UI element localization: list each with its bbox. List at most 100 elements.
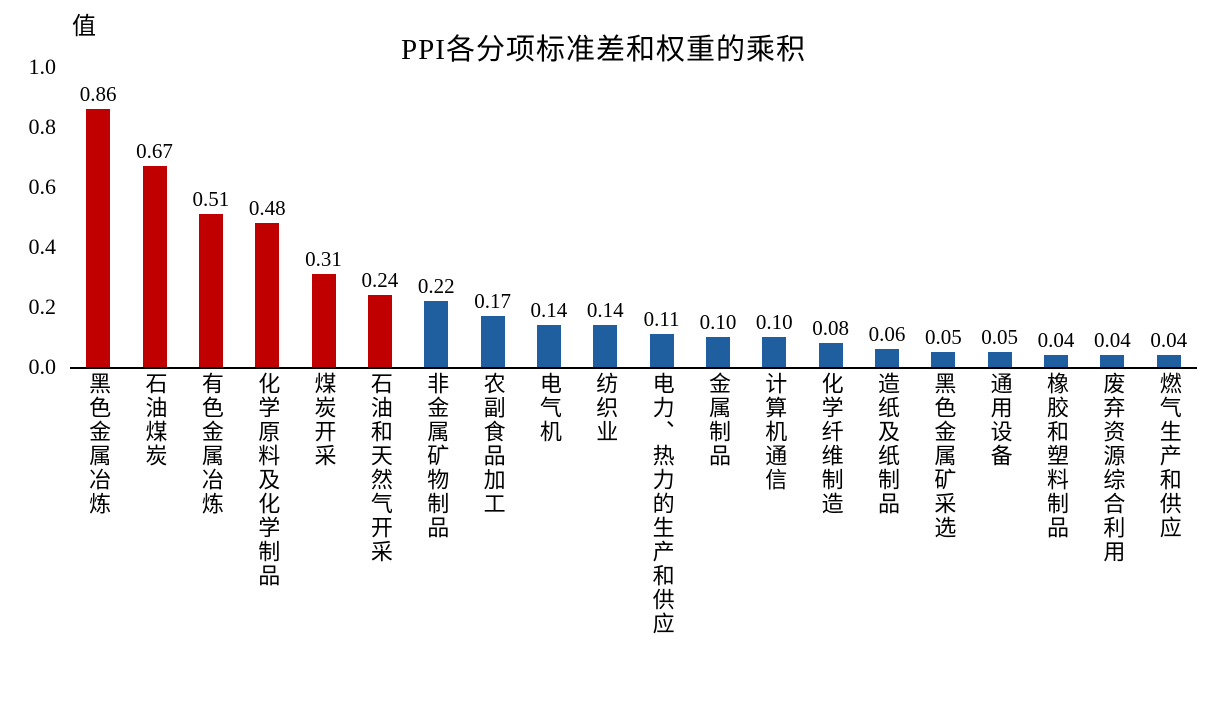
bar <box>649 334 674 367</box>
bar-value-label: 0.04 <box>1093 328 1131 352</box>
category-label: 有色金属冶炼 <box>183 372 239 516</box>
category-label-text: 有色金属冶炼 <box>198 372 224 516</box>
bar-value-label: 0.06 <box>868 322 906 346</box>
bar-value-label: 0.86 <box>79 82 117 106</box>
bar-column: 0.04 <box>1084 67 1140 367</box>
bar <box>424 301 449 367</box>
bar <box>762 337 787 367</box>
category-label: 农副食品加工 <box>464 372 520 516</box>
category-label: 煤炭开采 <box>295 372 351 468</box>
bar-value-label: 0.48 <box>248 196 286 220</box>
bar-column: 0.14 <box>521 67 577 367</box>
bar-column: 0.31 <box>295 67 351 367</box>
bar <box>1156 355 1181 367</box>
category-label-text: 造纸及纸制品 <box>874 372 900 516</box>
bar <box>536 325 561 367</box>
category-row: 黑色金属冶炼 石油煤炭 有色金属冶炼 化学原料及化学制品 煤炭开采 石油和天然气开采 非金属… <box>70 372 1197 636</box>
bar-column: 0.48 <box>239 67 295 367</box>
bar <box>367 295 392 367</box>
bar-value-label: 0.10 <box>755 310 793 334</box>
category-label: 废弃资源综合利用 <box>1084 372 1140 564</box>
bar-value-label: 0.17 <box>474 289 511 313</box>
category-label: 金属制品 <box>690 372 746 468</box>
bar-column: 0.04 <box>1028 67 1084 367</box>
category-label-text: 黑色金属冶炼 <box>86 372 112 516</box>
category-label-text: 黑色金属矿采选 <box>931 372 957 540</box>
bar-value-label: 0.22 <box>417 274 455 298</box>
category-label: 黑色金属冶炼 <box>70 372 126 516</box>
category-label: 黑色金属矿采选 <box>915 372 971 540</box>
category-label: 化学纤维制造 <box>802 372 858 516</box>
bar-column: 0.05 <box>972 67 1028 367</box>
chart-title: PPI各分项标准差和权重的乘积 <box>401 34 806 66</box>
bar-value-label: 0.14 <box>530 298 568 322</box>
bar-column: 0.06 <box>859 67 915 367</box>
category-label: 燃气生产和供应 <box>1141 372 1197 540</box>
category-label-text: 化学纤维制造 <box>818 372 844 516</box>
bar-value-label: 0.04 <box>1037 328 1075 352</box>
bar-value-label: 0.05 <box>924 325 962 349</box>
bar <box>987 352 1012 367</box>
y-tick-label: 0.2 <box>28 294 57 319</box>
bar <box>593 325 618 367</box>
plot-area: 0.86 0.67 0.51 0.48 0.31 0.24 0.22 0.17 0.14 0.14… <box>70 67 1197 369</box>
bar-value-label: 0.08 <box>812 316 850 340</box>
category-label: 电力、热力的生产和供应 <box>633 372 689 636</box>
bar-column: 0.24 <box>352 67 408 367</box>
bar <box>931 352 956 367</box>
bar <box>1100 355 1125 367</box>
bar <box>198 214 223 367</box>
category-label: 电气机 <box>521 372 577 444</box>
y-tick-label: 1.0 <box>28 54 57 79</box>
bar-column: 0.08 <box>802 67 858 367</box>
category-label: 石油和天然气开采 <box>352 372 408 564</box>
category-label-text: 石油和天然气开采 <box>367 372 393 564</box>
bar-value-label: 0.05 <box>981 325 1019 349</box>
bars-row: 0.86 0.67 0.51 0.48 0.31 0.24 0.22 0.17 0.14 0.14… <box>70 67 1197 367</box>
category-label: 通用设备 <box>972 372 1028 468</box>
y-tick-label: 0.0 <box>28 354 57 379</box>
bar-value-label: 0.31 <box>305 247 342 271</box>
bar <box>874 349 899 367</box>
category-label-text: 通用设备 <box>987 372 1013 468</box>
category-label: 石油煤炭 <box>126 372 182 468</box>
category-label-text: 石油煤炭 <box>142 372 168 468</box>
bar-value-label: 0.14 <box>586 298 624 322</box>
y-tick-label: 0.4 <box>28 234 57 259</box>
bar-column: 0.51 <box>183 67 239 367</box>
bar-value-label: 0.67 <box>136 139 173 163</box>
category-label-text: 橡胶和塑料制品 <box>1044 372 1070 540</box>
bar-value-label: 0.24 <box>361 268 399 292</box>
category-label-text: 计算机通信 <box>762 372 788 492</box>
bar <box>311 274 336 367</box>
bar-column: 0.10 <box>746 67 802 367</box>
bar-column: 0.17 <box>464 67 520 367</box>
bar-column: 0.67 <box>126 67 182 367</box>
category-label-text: 电气机 <box>536 372 562 444</box>
category-label-text: 纺织业 <box>593 372 619 444</box>
bar-column: 0.86 <box>70 67 126 367</box>
bar-value-label: 0.11 <box>643 307 680 331</box>
bar <box>1044 355 1069 367</box>
category-label-text: 金属制品 <box>705 372 731 468</box>
category-label: 化学原料及化学制品 <box>239 372 295 588</box>
category-label: 造纸及纸制品 <box>859 372 915 516</box>
y-axis-title: 值 <box>72 14 96 40</box>
bar <box>86 109 111 367</box>
y-tick-label: 0.6 <box>28 174 57 199</box>
bar-value-label: 0.04 <box>1150 328 1188 352</box>
category-label-text: 非金属矿物制品 <box>424 372 450 540</box>
category-label-text: 废弃资源综合利用 <box>1100 372 1126 564</box>
bar-column: 0.04 <box>1141 67 1197 367</box>
category-label: 计算机通信 <box>746 372 802 492</box>
bar-column: 0.14 <box>577 67 633 367</box>
bar <box>818 343 843 367</box>
bar-column: 0.05 <box>915 67 971 367</box>
category-label-text: 煤炭开采 <box>311 372 337 468</box>
bar <box>705 337 730 367</box>
category-label-text: 燃气生产和供应 <box>1156 372 1182 540</box>
bar <box>255 223 280 367</box>
category-label: 橡胶和塑料制品 <box>1028 372 1084 540</box>
bar-value-label: 0.51 <box>192 187 230 211</box>
